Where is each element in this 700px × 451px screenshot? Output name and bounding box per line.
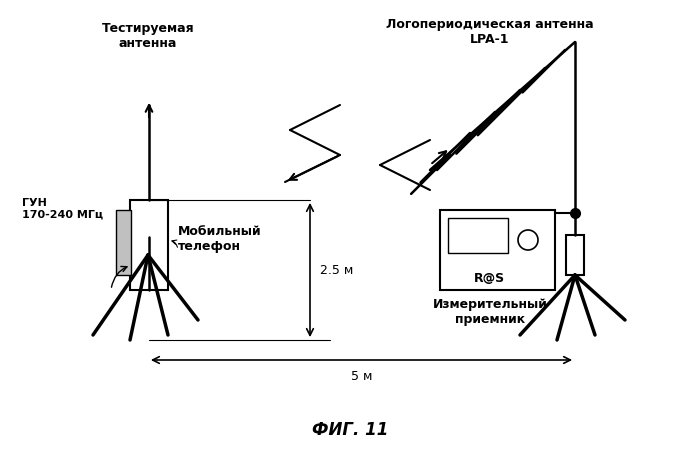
Text: Измерительный
приемник: Измерительный приемник [433, 298, 547, 326]
Text: Мобильный
телефон: Мобильный телефон [178, 225, 262, 253]
Circle shape [518, 230, 538, 250]
Text: ГУН
170-240 МГц: ГУН 170-240 МГц [22, 198, 103, 220]
Bar [566, 235, 584, 275]
Text: 2.5 м: 2.5 м [320, 263, 354, 276]
Text: 5 м: 5 м [351, 370, 372, 383]
Text: R@S: R@S [473, 272, 505, 285]
Bar [440, 210, 555, 290]
Text: Тестируемая
антенна: Тестируемая антенна [102, 22, 195, 50]
Bar [116, 210, 131, 275]
Bar [448, 218, 508, 253]
Text: Логопериодическая антенна
LPA-1: Логопериодическая антенна LPA-1 [386, 18, 594, 46]
Bar [139, 237, 157, 255]
Bar [130, 200, 168, 290]
Text: ФИГ. 11: ФИГ. 11 [312, 421, 388, 439]
